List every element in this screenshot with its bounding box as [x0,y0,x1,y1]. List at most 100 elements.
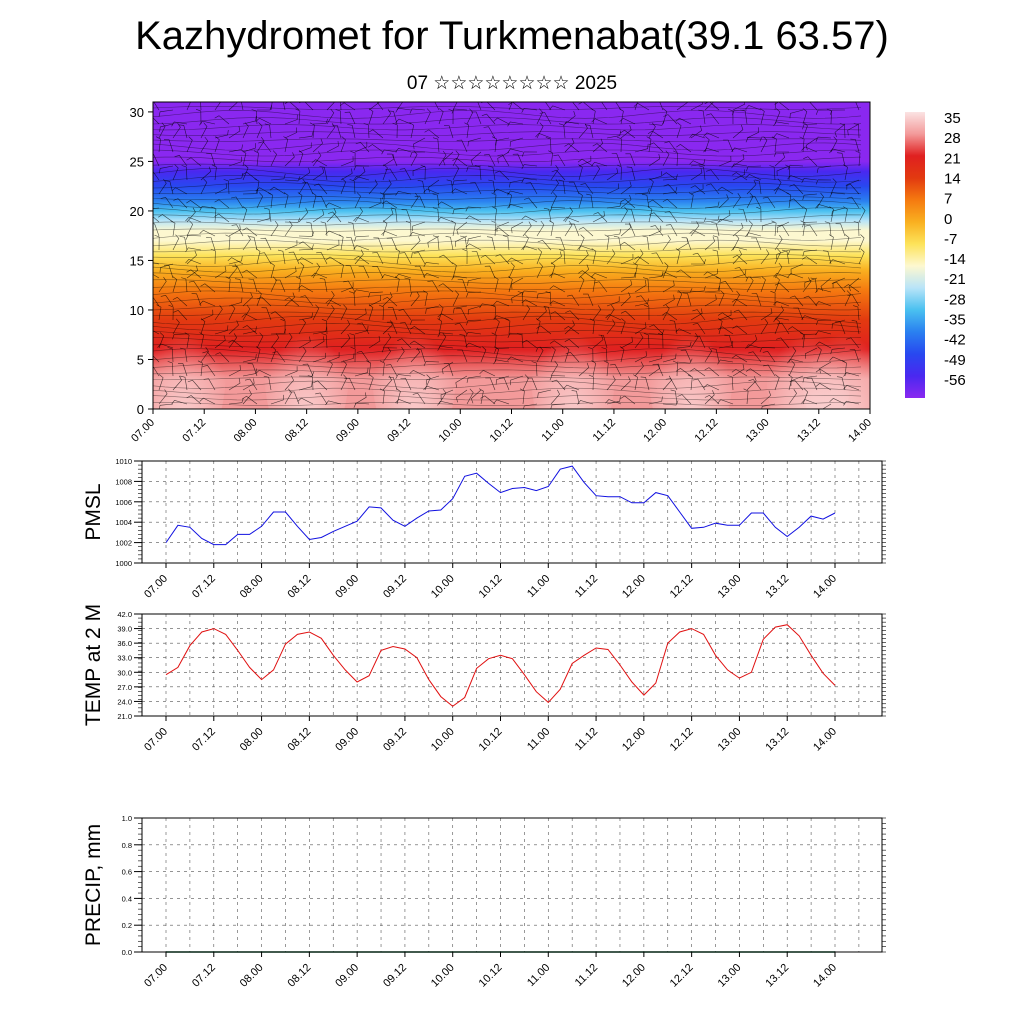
wind-barb [428,179,440,193]
wind-barb [620,181,632,195]
wind-barb [642,235,650,251]
x-tick-label: 12.00 [641,417,669,445]
wind-barb [728,108,734,125]
wind-barb [168,304,174,321]
wind-barb [549,285,566,293]
wind-barb [177,363,188,377]
wind-barb [325,202,342,209]
wind-barb [774,305,784,321]
wind-barb [521,164,538,170]
wind-barb [853,123,860,139]
wind-barb [564,137,575,153]
wind-barb [760,108,765,125]
wind-barb [703,271,720,279]
wind-barb [173,198,188,209]
wind-barb [717,359,734,365]
contour-line [153,362,862,369]
wind-barb [717,399,734,405]
wind-barb [704,394,720,405]
wind-barb [353,245,370,251]
wind-barb [298,241,314,251]
wind-barb [649,142,664,153]
wind-barb [242,354,257,363]
wind-barb [363,123,370,139]
wind-barb [456,139,468,153]
wind-barb [788,389,797,405]
y-tick-label: 1.0 [122,814,132,823]
wind-barb [569,223,580,237]
wind-barb [843,164,848,181]
wind-barb [849,349,860,363]
wind-barb [816,346,822,363]
wind-barb [420,164,426,181]
wind-barb [662,400,679,406]
wind-barb [326,290,335,307]
wind-barb [410,151,426,158]
wind-barb [761,221,776,231]
wind-barb [601,347,608,363]
wind-barb [284,366,298,377]
x-tick-label: 10.12 [477,573,505,601]
wind-barb [164,180,174,195]
wind-barb [255,117,272,125]
wind-barb [228,255,243,265]
pmsl-axis-title: PMSL [82,483,105,540]
wind-barb [776,249,790,260]
wind-barb [664,141,678,153]
wind-barb [745,137,762,143]
wind-barb [526,377,538,391]
wind-barb [372,252,384,265]
wind-barb [620,336,633,349]
wind-barb [800,220,806,237]
wind-barb [732,255,748,265]
wind-barb [353,402,370,408]
colorbar-label: 35 [944,110,961,127]
wind-barb [298,178,307,195]
wind-barb [409,231,426,237]
wind-barb [345,265,356,279]
wind-barb [366,360,372,377]
colorbar-label: 21 [944,150,961,167]
wind-barb [284,297,300,307]
wind-barb [829,398,846,405]
wind-barb [746,220,753,237]
wind-barb [776,337,790,349]
wind-barb [491,220,497,237]
wind-barb [241,150,247,167]
wind-barb [605,399,622,405]
wind-barb [690,259,707,265]
wind-barb [409,340,426,349]
wind-barb [634,256,650,265]
wind-barb [454,322,468,335]
wind-barb [410,192,419,209]
wind-barb [424,129,440,139]
wind-barb [259,252,272,265]
wind-barb [843,385,860,391]
wind-barb [326,102,336,111]
wind-barb [606,183,620,195]
wind-barb [274,279,286,293]
wind-barb [578,226,594,237]
y-tick-label: 42.0 [117,610,132,619]
wind-barb [592,138,604,153]
wind-barb [242,188,258,195]
wind-barb [316,195,328,209]
wind-barb [507,257,524,265]
wind-barb [186,395,202,405]
contour-line [153,200,862,209]
wind-barb [494,347,510,354]
wind-barb [550,165,559,181]
wind-barb [680,349,692,363]
wind-barb [199,300,216,307]
x-tick-label: 10.00 [436,417,464,445]
wind-barb [732,172,748,181]
wind-barb [663,114,678,125]
wind-barb [312,151,322,167]
y-tick-label: 1004 [115,518,132,527]
wind-barb [815,383,832,391]
wind-barb [731,354,748,363]
wind-barb [799,136,805,153]
wind-barb [312,336,325,349]
x-tick-label: 14.00 [846,417,874,445]
wind-barb [587,347,594,363]
